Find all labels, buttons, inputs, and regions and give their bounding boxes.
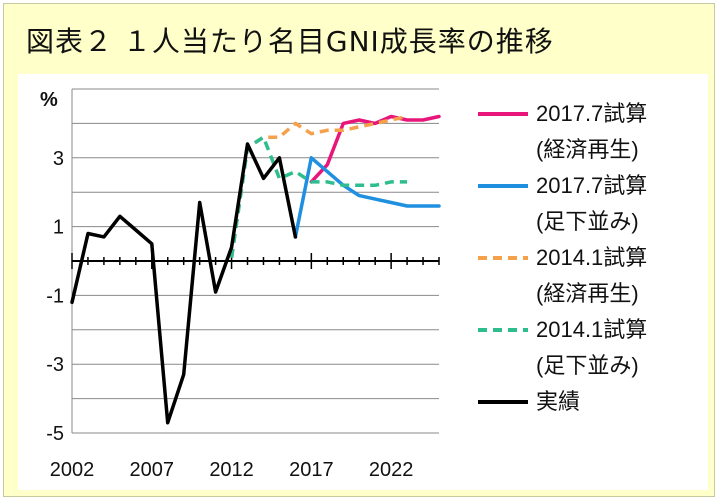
x-tick-label: 2012 <box>209 459 254 481</box>
legend-label-2: (足下並み) <box>536 209 639 234</box>
y-axis-unit: % <box>40 89 58 111</box>
legend-label-4: (足下並み) <box>536 353 639 378</box>
y-tick-label: -3 <box>46 354 64 376</box>
series-line-1 <box>309 114 441 184</box>
series-line-3 <box>229 114 408 258</box>
series-line-5 <box>70 142 298 425</box>
legend-label-3: 2014.1試算 <box>536 245 647 270</box>
legend-label-1: 2017.7試算 <box>536 101 647 126</box>
series-line-2 <box>293 156 441 239</box>
y-tick-label: 1 <box>53 217 64 239</box>
legend-label-5: 実績 <box>536 389 580 414</box>
y-tick-label: 3 <box>53 148 64 170</box>
chart-frame: 図表２ １人当たり名目GNI成長率の推移 -5 -3 -1 1 3% 2002 2007 20… <box>3 3 715 497</box>
chart-panel: -5 -3 -1 1 3% 2002 2007 2012 2017 2022 2017.7試算 (経済… <box>18 74 708 490</box>
legend-label-4: 2014.1試算 <box>536 317 647 342</box>
line-chart: -5 -3 -1 1 3% 2002 2007 2012 2017 2022 2017.7試算 (経済… <box>40 88 647 481</box>
legend-label-2: 2017.7試算 <box>536 173 647 198</box>
y-tick-label: -5 <box>46 423 64 445</box>
legend-label-3: (経済再生) <box>536 281 639 306</box>
legend-label-1: (経済再生) <box>536 137 639 162</box>
x-tick-label: 2022 <box>369 459 414 481</box>
series-line-4 <box>229 135 408 258</box>
x-tick-label: 2007 <box>130 459 175 481</box>
chart-title: 図表２ １人当たり名目GNI成長率の推移 <box>26 25 554 58</box>
x-tick-label: 2002 <box>50 459 95 481</box>
y-tick-label: -1 <box>46 285 64 307</box>
x-tick-label: 2017 <box>289 459 334 481</box>
